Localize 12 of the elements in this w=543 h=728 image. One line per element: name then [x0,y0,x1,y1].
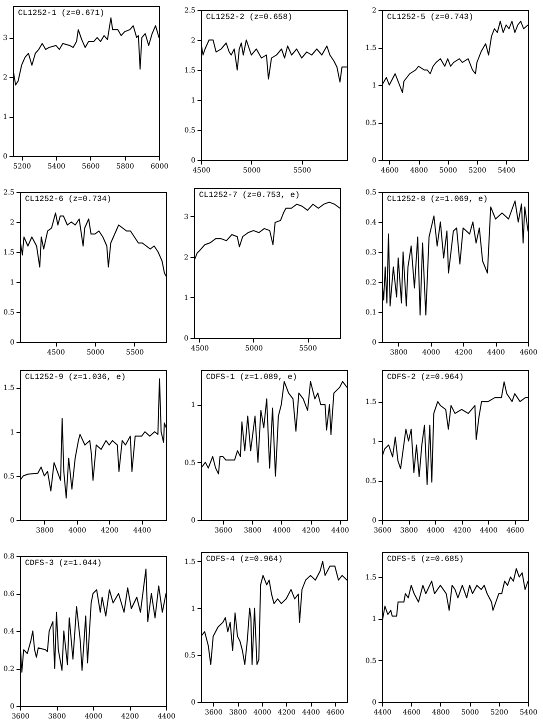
chart-title: CDFS-1 (z=1.089, e) [206,373,298,382]
chart-title: CL1252-9 (z=1.036, e) [25,373,126,382]
chart-title: CDFS-3 (z=1.044) [25,559,102,568]
chart-title: CL1252-1 (z=0.671) [18,9,104,18]
chart-title: CL1252-8 (z=1.069, e) [387,195,488,204]
chart-title: CL1252-5 (z=0.743) [387,13,474,22]
chart-title: CDFS-2 (z=0.964) [387,373,464,382]
chart-title: CDFS-4 (z=0.964) [206,555,283,564]
chart-title: CL1252-7 (z=0.753, e) [199,191,300,200]
chart-title: CDFS-5 (z=0.685) [387,555,464,564]
chart-title: CL1252-2 (z=0.658) [206,13,292,22]
chart-title: CL1252-6 (z=0.734) [25,195,112,204]
